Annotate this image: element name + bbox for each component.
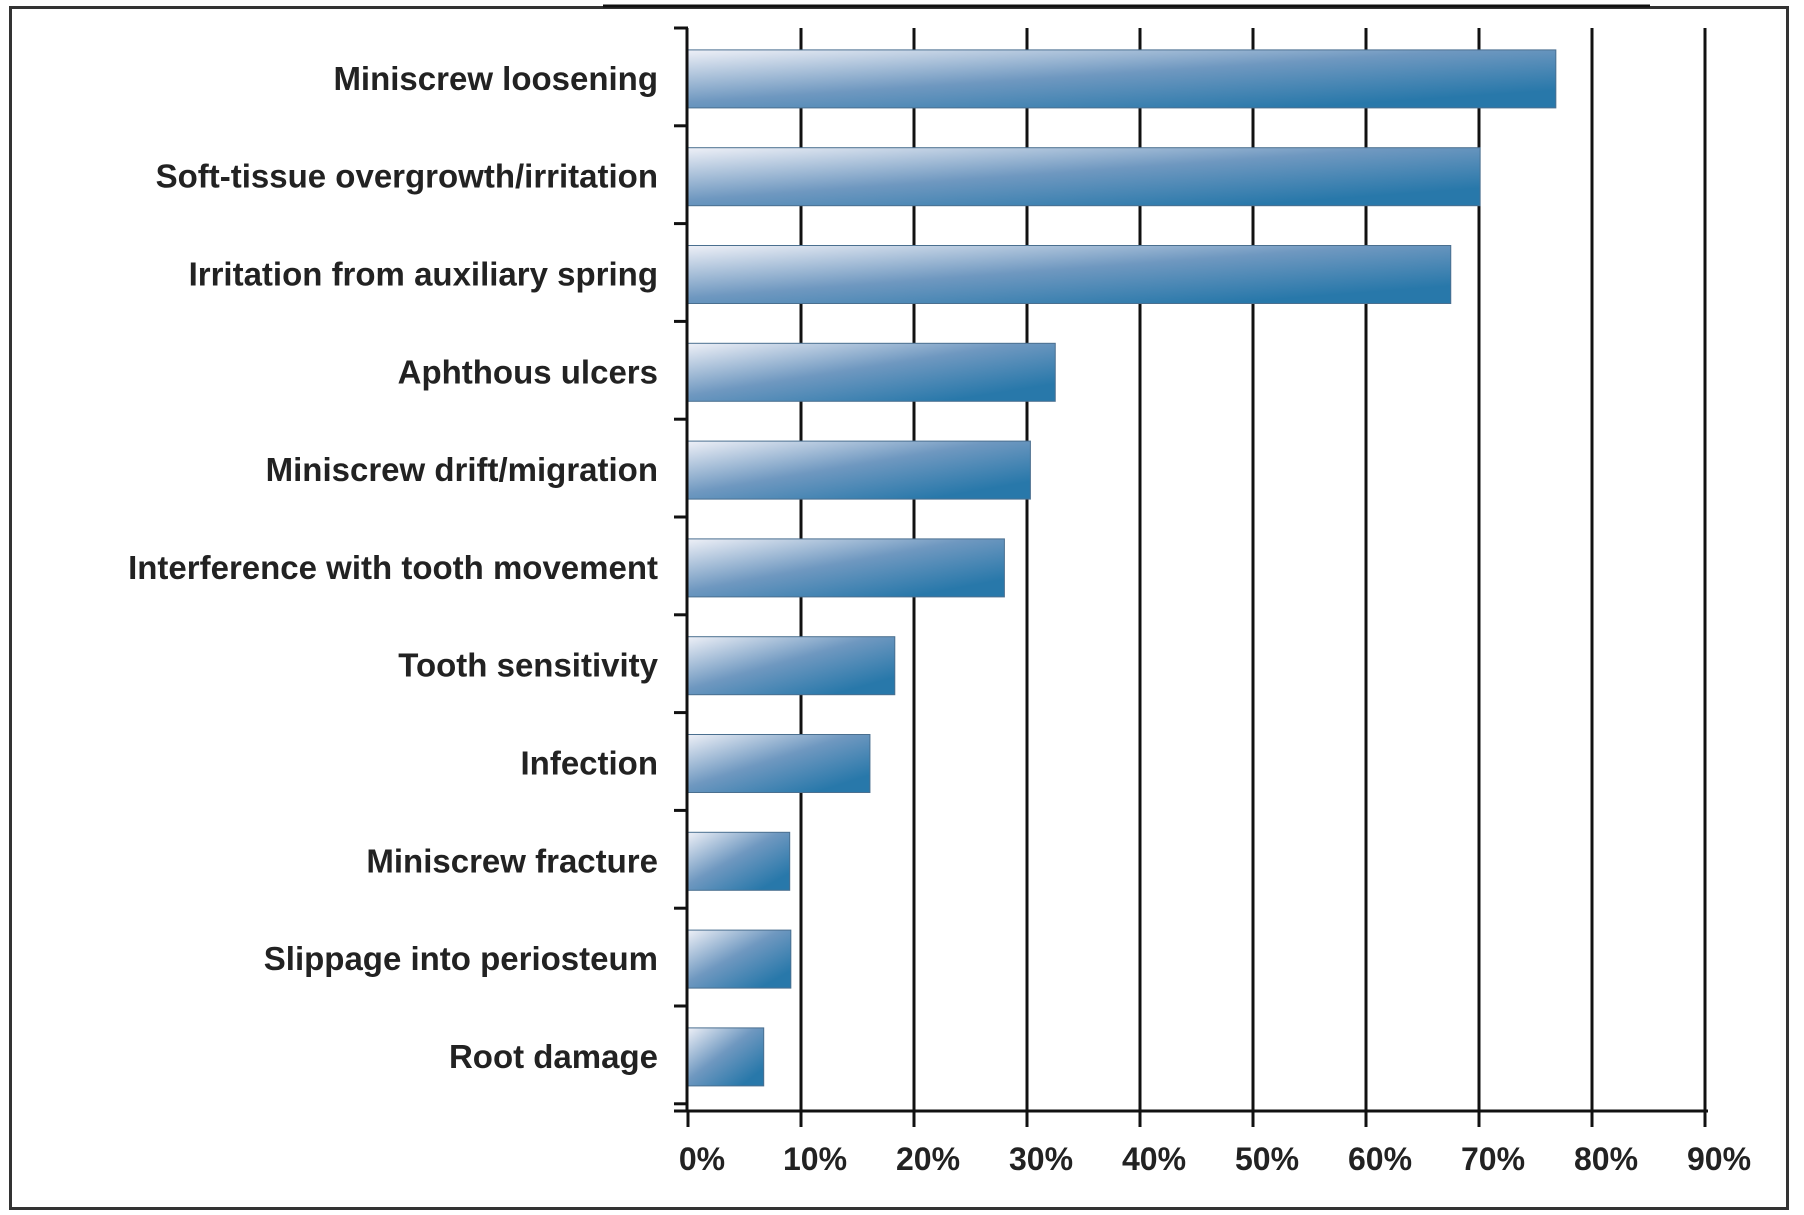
x-tick-label: 90% bbox=[1687, 1141, 1751, 1177]
category-label: Interference with tooth movement bbox=[128, 549, 658, 586]
x-tick-label: 50% bbox=[1235, 1141, 1299, 1177]
bar-7 bbox=[687, 636, 896, 696]
tick-labels: 0% 10% 20% 30% 40% 50% 60% 70% 80% 90% bbox=[679, 1141, 1751, 1177]
bar-11 bbox=[687, 1027, 765, 1087]
bar-8 bbox=[687, 734, 871, 793]
x-tick-label: 80% bbox=[1574, 1141, 1638, 1177]
category-label: Miniscrew drift/migration bbox=[266, 451, 658, 488]
axes bbox=[674, 26, 1708, 1127]
bar-5 bbox=[687, 440, 1031, 500]
grid-lines bbox=[799, 28, 1707, 1111]
category-labels: Miniscrew loosening Soft-tissue overgrowt… bbox=[128, 60, 659, 1075]
x-tick-label: 0% bbox=[679, 1141, 725, 1177]
x-tick-label: 20% bbox=[896, 1141, 960, 1177]
category-label: Root damage bbox=[449, 1038, 658, 1075]
category-label: Slippage into periosteum bbox=[264, 940, 658, 977]
bar-4 bbox=[687, 342, 1056, 402]
x-tick-label: 40% bbox=[1122, 1141, 1186, 1177]
bar-6 bbox=[687, 538, 1005, 598]
category-label: Aphthous ulcers bbox=[398, 353, 658, 390]
category-label: Infection bbox=[521, 745, 659, 782]
bar-3 bbox=[687, 245, 1452, 304]
x-tick-label: 70% bbox=[1461, 1141, 1525, 1177]
x-tick-label: 10% bbox=[783, 1141, 847, 1177]
bars bbox=[687, 49, 1557, 1087]
category-label: Soft-tissue overgrowth/irritation bbox=[156, 158, 658, 195]
bar-1 bbox=[687, 49, 1557, 109]
bar-9 bbox=[687, 831, 791, 891]
x-tick-label: 60% bbox=[1348, 1141, 1412, 1177]
category-label: Tooth sensitivity bbox=[398, 647, 658, 684]
x-tick-label: 30% bbox=[1009, 1141, 1073, 1177]
category-label: Miniscrew fracture bbox=[366, 842, 658, 879]
category-label: Irritation from auxiliary spring bbox=[189, 256, 658, 293]
bar-2 bbox=[687, 147, 1481, 207]
bar-10 bbox=[687, 929, 792, 989]
category-label: Miniscrew loosening bbox=[333, 60, 658, 97]
